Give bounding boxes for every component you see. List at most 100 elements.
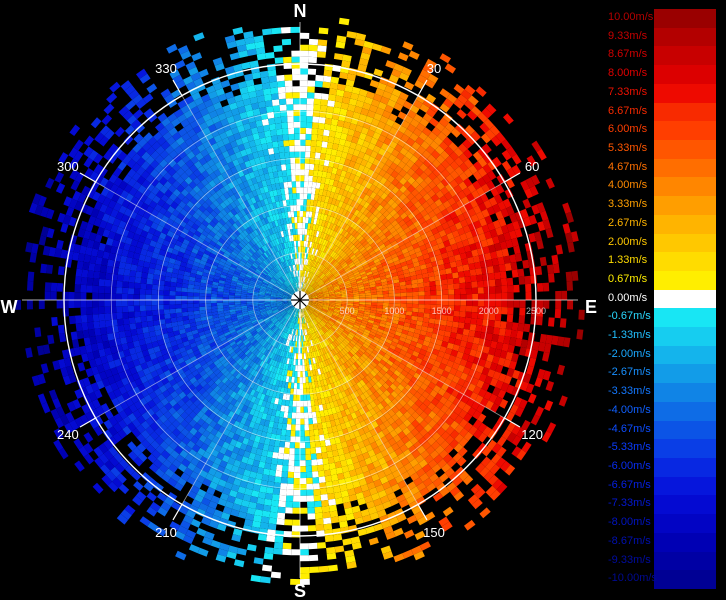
velocity-cell: [313, 268, 318, 275]
velocity-cell: [424, 308, 431, 314]
velocity-cell: [494, 278, 502, 287]
velocity-cell: [422, 98, 433, 108]
velocity-cell: [329, 468, 337, 476]
velocity-cell: [356, 204, 364, 212]
velocity-cell: [304, 169, 310, 176]
velocity-cell: [419, 163, 428, 172]
velocity-cell: [368, 250, 376, 256]
velocity-cell: [325, 215, 331, 222]
velocity-cell: [331, 185, 337, 193]
velocity-cell: [313, 261, 317, 268]
velocity-cell: [429, 140, 440, 150]
velocity-cell: [459, 288, 467, 295]
velocity-cell: [307, 513, 316, 520]
velocity-cell: [321, 452, 328, 459]
velocity-cell: [337, 144, 345, 152]
velocity-cell: [323, 69, 333, 77]
velocity-cell: [328, 179, 335, 186]
velocity-cell: [419, 69, 431, 79]
velocity-cell: [338, 188, 345, 196]
velocity-cell: [250, 574, 262, 583]
velocity-cell: [353, 216, 360, 224]
velocity-cell: [268, 517, 277, 525]
velocity-cell: [327, 256, 333, 263]
velocity-cell: [342, 263, 348, 269]
velocity-cell: [445, 174, 455, 183]
velocity-cell: [375, 88, 385, 97]
velocity-cell: [315, 277, 320, 283]
velocity-cell: [321, 267, 327, 273]
velocity-cell: [303, 270, 306, 277]
velocity-cell: [344, 85, 354, 93]
velocity-cell: [394, 197, 403, 206]
velocity-cell: [367, 142, 376, 151]
velocity-cell: [355, 156, 363, 165]
velocity-cell: [302, 371, 306, 378]
velocity-cell: [323, 202, 328, 209]
velocity-cell: [463, 177, 473, 188]
velocity-cell: [427, 154, 437, 164]
velocity-cell: [311, 260, 315, 267]
velocity-cell: [300, 169, 305, 176]
velocity-cell: [427, 131, 438, 141]
velocity-cell: [344, 266, 351, 272]
velocity-cell: [447, 278, 454, 285]
velocity-cell: [555, 300, 562, 310]
velocity-cell: [354, 105, 363, 114]
velocity-cell: [312, 471, 319, 478]
velocity-cell: [309, 266, 313, 273]
velocity-cell: [325, 262, 331, 269]
velocity-cell: [333, 272, 340, 277]
velocity-cell: [311, 181, 317, 189]
velocity-cell: [313, 164, 319, 171]
velocity-cell: [300, 472, 307, 479]
velocity-cell: [435, 190, 445, 199]
velocity-cell: [481, 143, 492, 154]
velocity-cell: [345, 232, 352, 240]
velocity-cell: [284, 519, 293, 526]
velocity-cell: [337, 200, 344, 208]
velocity-cell: [495, 293, 502, 300]
velocity-cell: [319, 183, 325, 190]
velocity-cell: [318, 188, 324, 196]
velocity-cell: [507, 300, 514, 308]
velocity-cell: [305, 382, 310, 389]
velocity-cell: [350, 180, 358, 188]
velocity-cell: [341, 60, 351, 68]
velocity-cell: [321, 207, 327, 215]
velocity-cell: [307, 525, 317, 532]
velocity-cell: [346, 178, 354, 187]
velocity-cell: [321, 505, 330, 513]
velocity-cell: [318, 122, 325, 130]
velocity-cell: [445, 164, 455, 175]
velocity-cell: [466, 294, 473, 300]
velocity-cell: [318, 116, 326, 124]
velocity-cell: [404, 151, 414, 160]
velocity-cell: [316, 243, 321, 250]
velocity-cell: [314, 236, 318, 243]
velocity-cell: [363, 40, 374, 49]
velocity-cell: [419, 117, 430, 128]
velocity-cell: [458, 316, 466, 324]
velocity-cell: [548, 317, 555, 327]
velocity-cell: [322, 276, 328, 281]
velocity-cell: [469, 324, 477, 331]
velocity-cell: [458, 153, 469, 163]
velocity-cell: [338, 138, 346, 146]
velocity-cell: [452, 321, 459, 328]
velocity-cell: [294, 377, 298, 384]
velocity-cell: [324, 178, 331, 185]
velocity-cell: [318, 164, 324, 172]
velocity-cell: [465, 288, 473, 295]
velocity-cell: [372, 179, 380, 187]
velocity-cell: [357, 63, 368, 72]
velocity-cell: [314, 80, 323, 88]
velocity-cell: [333, 485, 341, 493]
velocity-cell: [350, 254, 357, 260]
velocity-cell: [311, 281, 316, 287]
velocity-cell: [355, 218, 363, 226]
velocity-cell: [409, 204, 417, 213]
velocity-cell: [338, 250, 344, 256]
velocity-cell: [409, 132, 419, 142]
velocity-cell: [489, 279, 496, 287]
